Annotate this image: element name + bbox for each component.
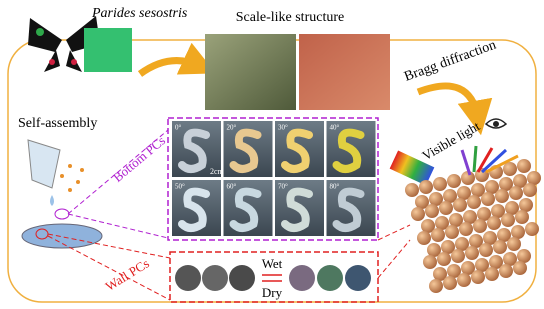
sphere bbox=[493, 240, 507, 254]
sphere bbox=[411, 207, 425, 221]
sphere bbox=[419, 180, 433, 194]
sphere bbox=[523, 183, 537, 197]
angle-label: 0° bbox=[175, 124, 182, 132]
diffraction-label: Bragg diffraction bbox=[402, 38, 498, 85]
sphere bbox=[511, 225, 525, 239]
sphere bbox=[501, 213, 515, 227]
sphere bbox=[507, 237, 521, 251]
sphere bbox=[453, 198, 467, 212]
sphere bbox=[433, 177, 447, 191]
sphere bbox=[485, 267, 499, 281]
sphere bbox=[459, 222, 473, 236]
bottom-label: Bottom PCs bbox=[110, 133, 168, 185]
sphere bbox=[499, 264, 513, 278]
sphere bbox=[437, 252, 451, 266]
process-label: Self-assembly bbox=[18, 116, 97, 131]
structure-label: Scale-like structure bbox=[236, 10, 344, 25]
angle-label: 30° bbox=[278, 124, 288, 132]
drop bbox=[50, 195, 54, 206]
light-label: Visible light bbox=[419, 118, 482, 163]
sphere bbox=[515, 210, 529, 224]
sphere bbox=[439, 201, 453, 215]
beaker bbox=[28, 140, 60, 188]
sphere bbox=[479, 243, 493, 257]
sphere bbox=[465, 246, 479, 260]
sphere bbox=[509, 186, 523, 200]
sphere bbox=[473, 219, 487, 233]
scale-label: 2cm bbox=[210, 167, 225, 176]
angle-label: 50° bbox=[175, 183, 185, 191]
sphere bbox=[467, 195, 481, 209]
wet-label: Wet bbox=[262, 256, 283, 271]
angle-label: 80° bbox=[330, 183, 340, 191]
sphere bbox=[429, 279, 443, 293]
figure: Parides sesostris Scale-like structure B… bbox=[0, 0, 544, 309]
petri-dish bbox=[22, 224, 102, 248]
dry-label: Dry bbox=[262, 285, 283, 300]
sphere bbox=[495, 189, 509, 203]
sphere bbox=[525, 222, 539, 236]
sphere bbox=[471, 270, 485, 284]
sphere bbox=[481, 192, 495, 206]
sphere bbox=[443, 276, 457, 290]
angle-label: 40° bbox=[330, 124, 340, 132]
sphere bbox=[519, 198, 533, 212]
wall-label: Wall PCs bbox=[103, 256, 152, 294]
sphere bbox=[405, 183, 419, 197]
sphere bbox=[487, 216, 501, 230]
sphere bbox=[425, 204, 439, 218]
sphere bbox=[445, 225, 459, 239]
sphere bbox=[457, 273, 471, 287]
sphere bbox=[517, 159, 531, 173]
micrograph-red bbox=[299, 34, 390, 110]
arrow bbox=[418, 86, 478, 118]
sphere bbox=[451, 249, 465, 263]
sphere bbox=[417, 231, 431, 245]
micrograph-green bbox=[205, 34, 296, 110]
angle-label: 70° bbox=[278, 183, 288, 191]
sphere bbox=[527, 171, 541, 185]
sphere bbox=[447, 174, 461, 188]
angle-label: 60° bbox=[227, 183, 237, 191]
arrow bbox=[140, 61, 200, 74]
sphere bbox=[423, 255, 437, 269]
sphere bbox=[431, 228, 445, 242]
sphere bbox=[517, 249, 531, 263]
species-label: Parides sesostris bbox=[91, 6, 188, 21]
sphere bbox=[513, 261, 527, 275]
angle-label: 20° bbox=[227, 124, 237, 132]
scale-image bbox=[84, 28, 132, 72]
